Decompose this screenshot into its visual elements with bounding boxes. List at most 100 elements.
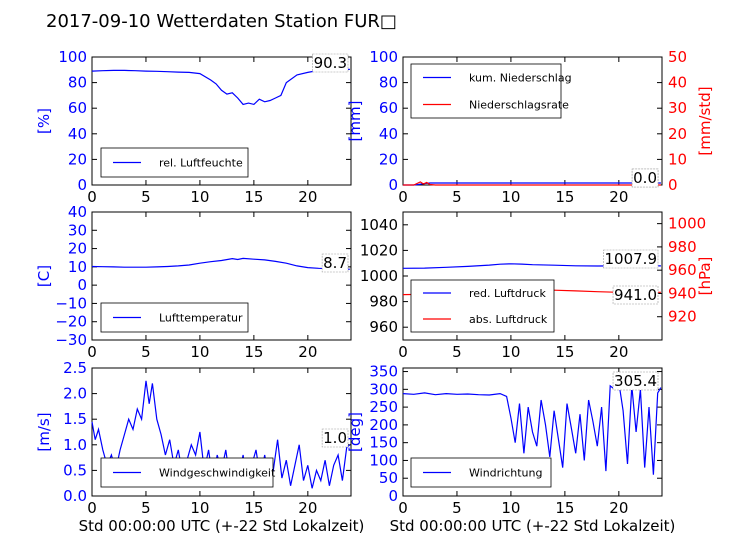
legend-label: red. Luftdruck <box>469 287 546 300</box>
x-tick-label: 10 <box>190 188 209 206</box>
y-tick-label: 2.5 <box>63 359 87 377</box>
y2-axis-label: [mm/std] <box>696 86 714 155</box>
y-axis-label: [mm] <box>346 101 364 142</box>
y-axis-label: [m/s] <box>35 412 53 451</box>
series-line <box>402 380 662 475</box>
value-annotation: 305.4 <box>614 372 657 390</box>
legend-label: rel. Luftfeuchte <box>159 157 243 170</box>
x-tick-label: 10 <box>190 343 209 361</box>
x-tick-label: 5 <box>452 499 462 517</box>
series-line <box>403 182 661 186</box>
x-tick-label: 10 <box>501 188 520 206</box>
x-axis-label: Std 00:00:00 UTC (+-22 Std Lokalzeit) <box>79 517 365 535</box>
y-tick-label: −30 <box>55 331 87 349</box>
y-tick-label: 40 <box>379 125 398 143</box>
x-tick-label: 15 <box>244 499 263 517</box>
legend-label: Windrichtung <box>469 467 542 480</box>
x-tick-label: 5 <box>452 188 462 206</box>
x-tick-label: 5 <box>141 499 151 517</box>
y-tick-label: 960 <box>369 318 398 336</box>
annotation-box <box>631 168 659 188</box>
y-tick-label: 200 <box>369 416 398 434</box>
value-annotation: 8.7 <box>323 254 347 272</box>
y-axis-label: [deg] <box>346 412 364 452</box>
x-tick-label: 20 <box>609 499 628 517</box>
y-tick-label: 60 <box>379 99 398 117</box>
x-tick-label: 0 <box>87 499 97 517</box>
y-tick-label: 0.0 <box>63 487 87 505</box>
value-annotation: 0.0 <box>633 169 657 187</box>
value-annotation: 90.3 <box>314 54 347 72</box>
y-tick-label: 100 <box>369 48 398 66</box>
y-tick-label: −10 <box>55 294 87 312</box>
panel-wind-speed: 0 5 10 15 20 0.0 0.5 1.0 1.5 2.0 2.5 [m/s] Std 00:00… <box>35 359 364 535</box>
page-title: 2017-09-10 Wetterdaten Station FUR□ <box>46 11 397 32</box>
legend-box <box>410 63 562 119</box>
legend-label: Niederschlagsrate <box>469 99 569 112</box>
series-line <box>91 257 350 270</box>
x-tick-label: 20 <box>298 343 317 361</box>
x-tick-label: 0 <box>87 188 97 206</box>
y-tick-label: 0 <box>77 176 87 194</box>
y-tick-label: 1.0 <box>63 436 87 454</box>
x-tick-label: 10 <box>501 343 520 361</box>
y2-tick-label: 50 <box>668 48 687 66</box>
y-tick-label: 980 <box>369 293 398 311</box>
y-tick-label: 40 <box>68 125 87 143</box>
y-tick-label: 60 <box>68 99 87 117</box>
y-tick-label: 0.5 <box>63 461 87 479</box>
y2-tick-label: 1000 <box>668 215 706 233</box>
y2-tick-label: 980 <box>668 238 697 256</box>
legend-label: abs. Luftdruck <box>469 313 548 326</box>
y-tick-label: 80 <box>379 74 398 92</box>
y-tick-label: 1000 <box>360 267 398 285</box>
annotation-box <box>612 371 659 391</box>
y2-tick-label: 960 <box>668 261 697 279</box>
y2-tick-label: 10 <box>668 150 687 168</box>
y-tick-label: 20 <box>68 240 87 258</box>
y-tick-label: 10 <box>68 258 87 276</box>
y-axis-label: [%] <box>35 108 53 134</box>
y-tick-label: 80 <box>68 74 87 92</box>
y2-tick-label: 940 <box>668 284 697 302</box>
x-tick-label: 0 <box>87 343 97 361</box>
y-tick-label: 100 <box>369 451 398 469</box>
x-tick-label: 20 <box>609 343 628 361</box>
x-tick-label: 10 <box>190 499 209 517</box>
value-annotation: 1.0 <box>323 429 347 447</box>
x-tick-label: 20 <box>609 188 628 206</box>
annotation-box <box>321 428 349 448</box>
annotation-box <box>312 53 349 73</box>
x-tick-label: 20 <box>298 499 317 517</box>
panel-pressure: 0 5 10 15 20 960 980 1000 1020 1040 920 940 960 980 10… <box>360 211 714 361</box>
panel-temperature: 0 5 10 15 20−30−20−10010203040[C]8.7Lufttemp… <box>35 203 352 361</box>
y-tick-label: 50 <box>379 469 398 487</box>
x-tick-label: 0 <box>398 188 408 206</box>
y2-tick-label: 920 <box>668 308 697 326</box>
y-tick-label: 1020 <box>360 241 398 259</box>
y-tick-label: 300 <box>369 380 398 398</box>
y-tick-label: 150 <box>369 434 398 452</box>
x-tick-label: 20 <box>298 188 317 206</box>
x-axis-label: Std 00:00:00 UTC (+-22 Std Lokalzeit) <box>390 517 676 535</box>
panel-humidity: 0 5 10 15 20 0 20 40 60 80 100 [%] 90.3 rel. Luftfeuc… <box>35 48 352 206</box>
y-tick-label: 100 <box>58 48 87 66</box>
legend-label: Windgeschwindigkeit <box>159 467 276 480</box>
y-tick-label: −20 <box>55 313 87 331</box>
y-tick-label: 1040 <box>360 216 398 234</box>
series-line <box>403 181 661 186</box>
legend-label: Lufttemperatur <box>159 312 243 325</box>
y2-tick-label: 20 <box>668 125 687 143</box>
y-tick-label: 20 <box>68 150 87 168</box>
legend-label: kum. Niederschlag <box>469 72 572 85</box>
x-tick-label: 15 <box>244 188 263 206</box>
y-tick-label: 1.5 <box>63 410 87 428</box>
y2-tick-label: 40 <box>668 74 687 92</box>
annotation-box <box>321 253 349 273</box>
y-axis-label: [C] <box>35 265 53 287</box>
panel-precipitation: 0 5 10 15 20 0 20 40 60 80 100 0 10 20 30 40 50 [mm] [mm/s… <box>346 48 714 206</box>
y-tick-label: 250 <box>369 398 398 416</box>
y-tick-label: 20 <box>379 150 398 168</box>
